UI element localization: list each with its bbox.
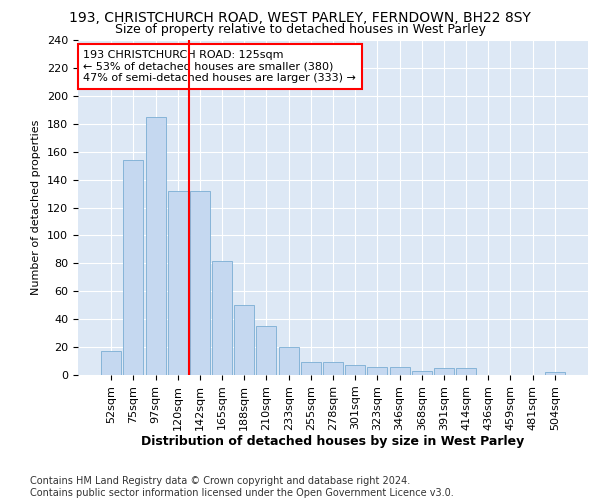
Bar [124, 160, 143, 375]
Bar [367, 366, 388, 375]
Text: 193, CHRISTCHURCH ROAD, WEST PARLEY, FERNDOWN, BH22 8SY: 193, CHRISTCHURCH ROAD, WEST PARLEY, FER… [69, 11, 531, 25]
Bar [323, 362, 343, 375]
Text: 193 CHRISTCHURCH ROAD: 125sqm
← 53% of detached houses are smaller (380)
47% of : 193 CHRISTCHURCH ROAD: 125sqm ← 53% of d… [83, 50, 356, 83]
Bar [545, 372, 565, 375]
Bar [190, 190, 210, 375]
Bar [234, 305, 254, 375]
Bar [146, 117, 166, 375]
Bar [456, 368, 476, 375]
Bar [412, 371, 432, 375]
Text: Contains HM Land Registry data © Crown copyright and database right 2024.
Contai: Contains HM Land Registry data © Crown c… [30, 476, 454, 498]
Bar [168, 190, 188, 375]
Bar [434, 368, 454, 375]
X-axis label: Distribution of detached houses by size in West Parley: Distribution of detached houses by size … [142, 436, 524, 448]
Bar [345, 365, 365, 375]
Bar [256, 326, 277, 375]
Bar [389, 366, 410, 375]
Text: Size of property relative to detached houses in West Parley: Size of property relative to detached ho… [115, 22, 485, 36]
Bar [301, 362, 321, 375]
Bar [212, 260, 232, 375]
Y-axis label: Number of detached properties: Number of detached properties [31, 120, 41, 295]
Bar [101, 352, 121, 375]
Bar [278, 347, 299, 375]
